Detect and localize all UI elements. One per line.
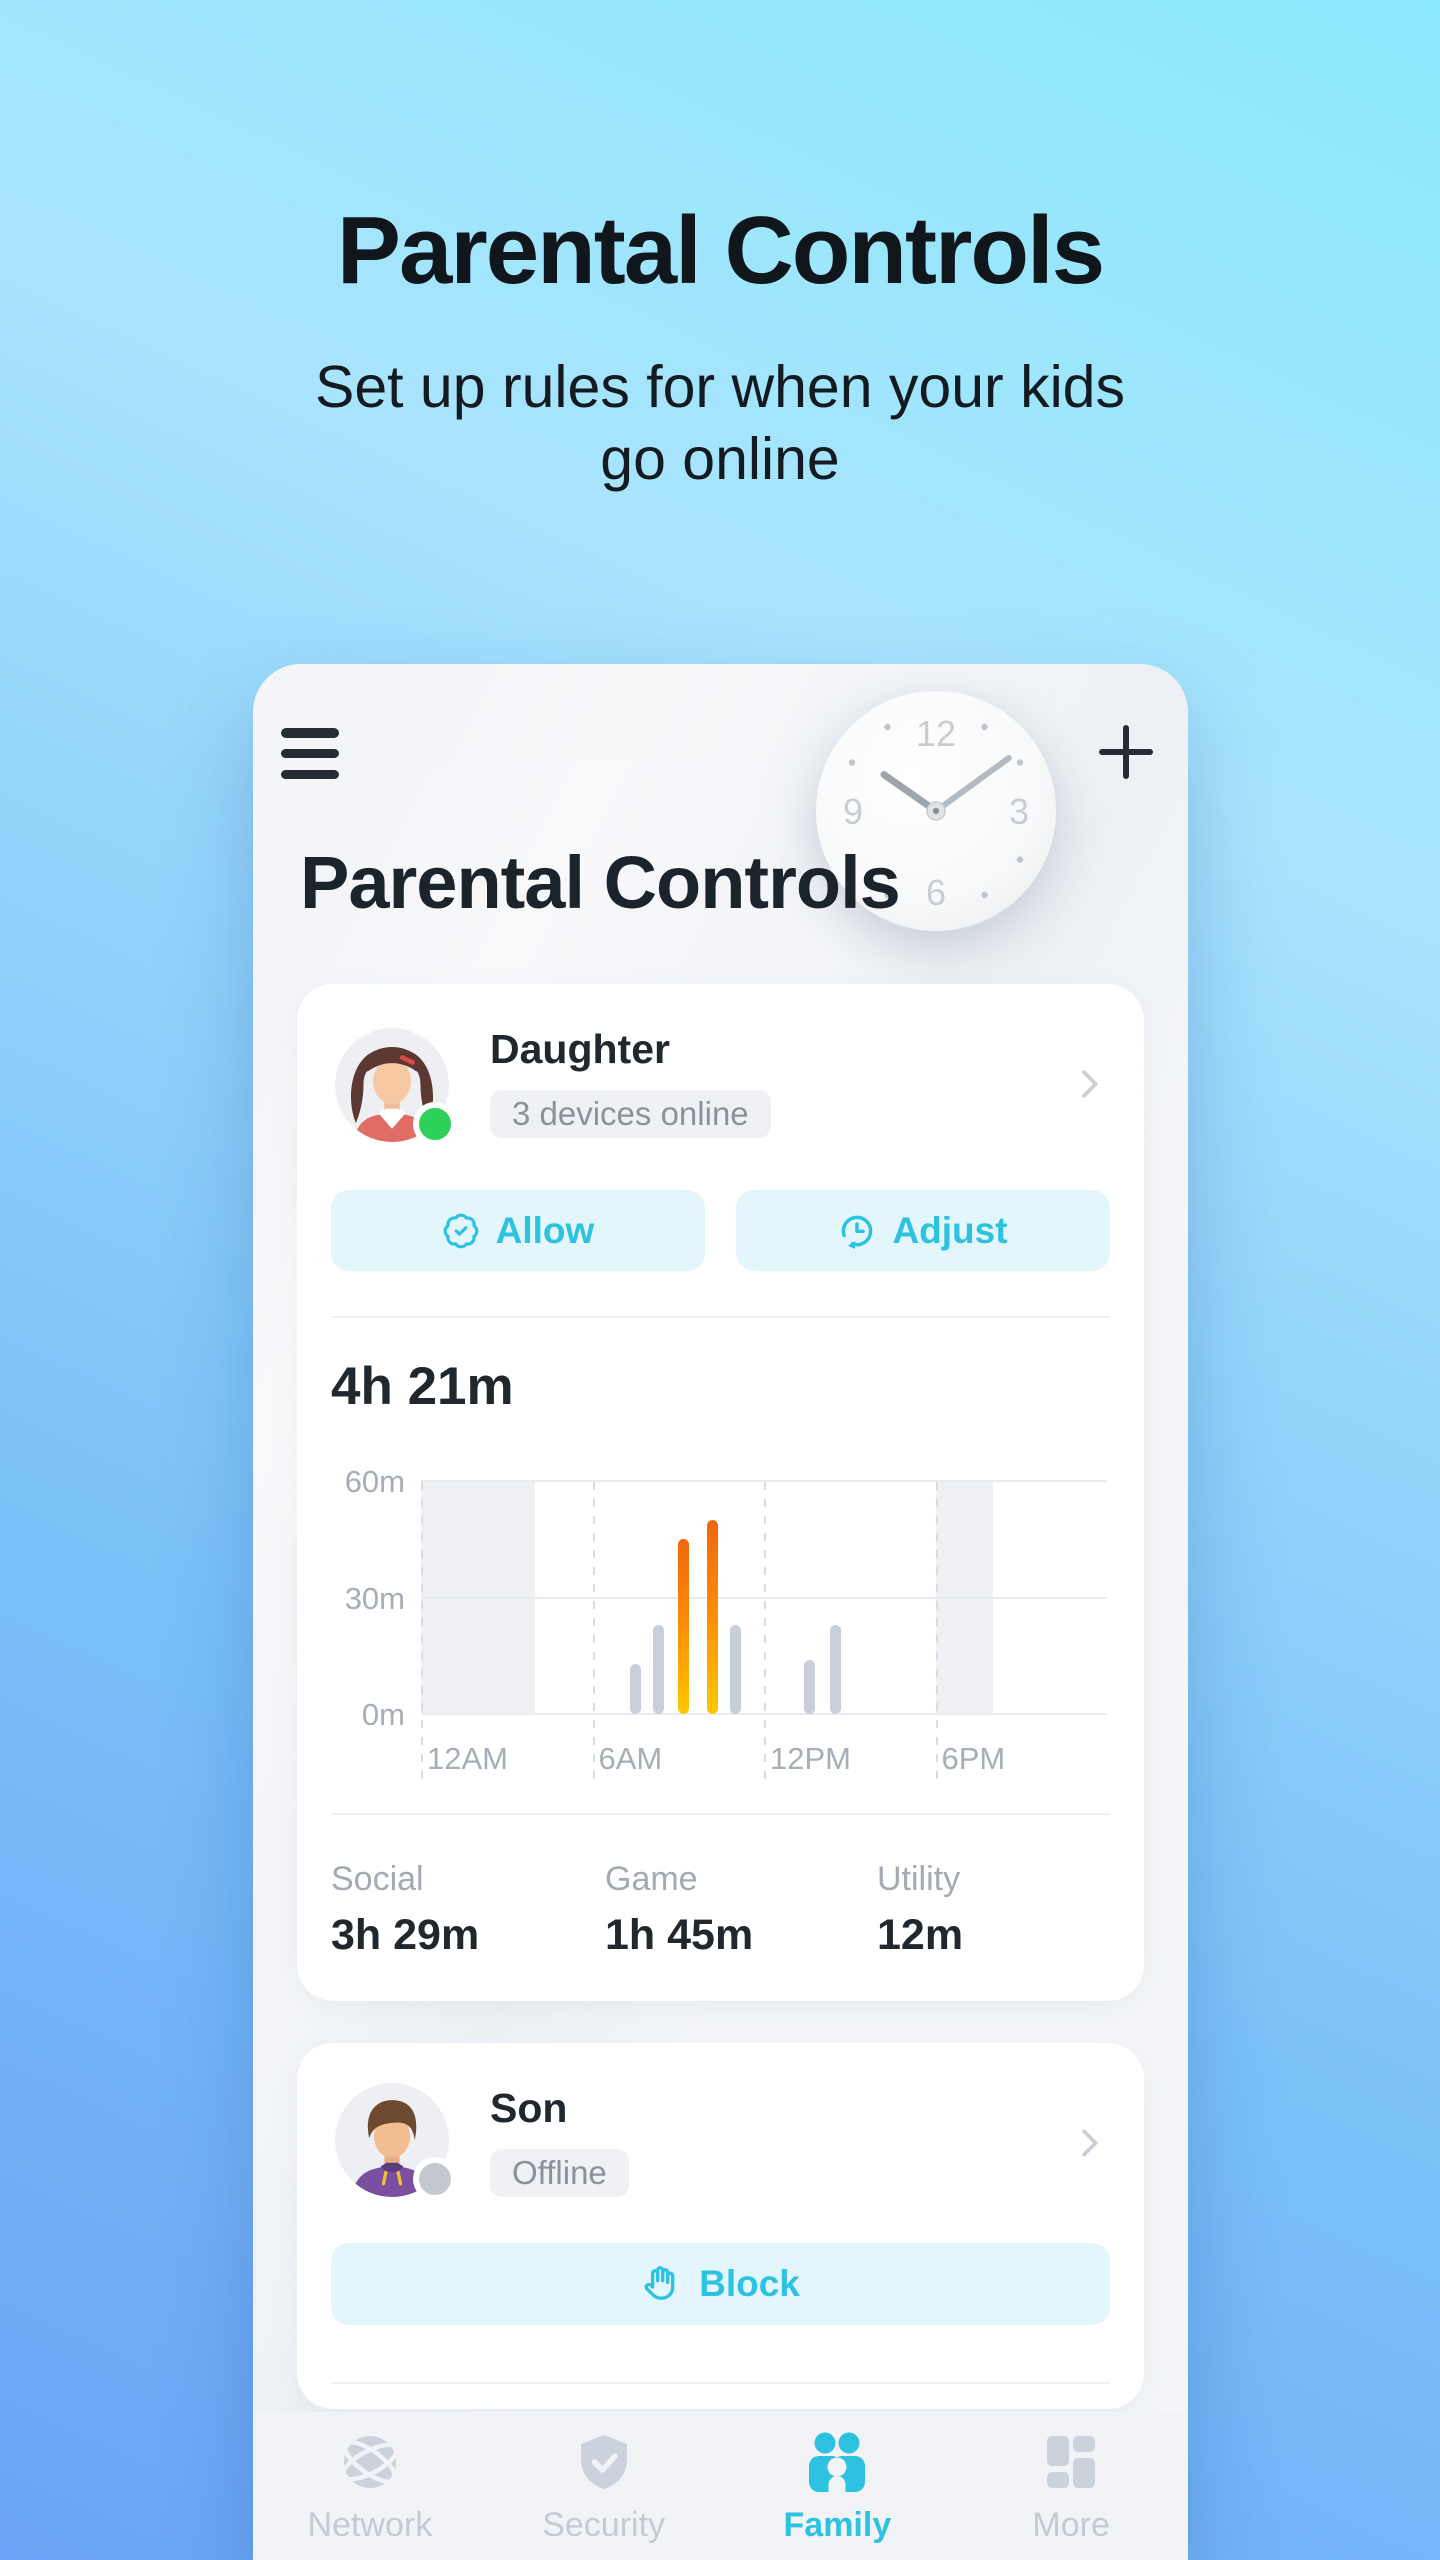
page-title: Parental Controls: [336, 197, 1105, 304]
chevron-right-icon[interactable]: [1069, 1064, 1109, 1104]
clock-numeral-9: 9: [843, 791, 863, 832]
block-button-label: Block: [699, 2263, 800, 2304]
chart-shaded-band: [935, 1482, 993, 1715]
grid-icon: [1047, 2436, 1096, 2488]
chart-shaded-band: [421, 1482, 536, 1715]
chart-gridline-dashed: [935, 1482, 938, 1783]
tab-family[interactable]: Family: [721, 2412, 955, 2560]
profile-actions: Allow Adjust: [331, 1190, 1110, 1271]
screen-title: Parental Controls: [300, 841, 901, 924]
usage-bar: [804, 1659, 816, 1714]
wall-clock-decoration: 12 3 6 9: [816, 691, 1056, 931]
block-button[interactable]: Block: [331, 2243, 1110, 2325]
hamburger-menu-icon[interactable]: [281, 728, 339, 779]
x-axis-tick-label: 6AM: [598, 1741, 663, 1776]
usage-category-game: Game 1h 45m: [605, 1860, 753, 1960]
daughter-avatar: [335, 1028, 457, 1146]
y-axis-tick-label: 60m: [344, 1464, 405, 1499]
tab-label: Family: [783, 2506, 892, 2544]
allow-button-label: Allow: [495, 1209, 595, 1251]
bottom-tab-bar: Network Security Family: [253, 2412, 1188, 2560]
category-value: 3h 29m: [331, 1911, 480, 1959]
usage-chart-plot: 0m 30m 60m 12AM 6AM 12PM 6PM: [345, 1464, 1107, 1783]
tab-more[interactable]: More: [954, 2412, 1188, 2560]
clock-numeral-3: 3: [1009, 791, 1029, 832]
category-label: Game: [605, 1860, 698, 1898]
globe-icon: [340, 2436, 400, 2488]
clock-numeral-12: 12: [916, 713, 956, 754]
usage-bar: [629, 1663, 641, 1714]
divider: [331, 1316, 1110, 1318]
online-status-dot: [413, 1102, 457, 1146]
x-axis-tick-label: 12AM: [427, 1741, 508, 1776]
usage-category-social: Social 3h 29m: [331, 1860, 479, 1960]
history-clock-icon: [842, 1215, 873, 1249]
divider: [331, 1813, 1110, 1815]
shield-check-icon: [580, 2435, 627, 2489]
tab-label: Security: [542, 2506, 666, 2544]
tab-label: Network: [307, 2506, 433, 2544]
category-value: 1h 45m: [605, 1911, 754, 1959]
profile-card-daughter[interactable]: Daughter 3 devices online Allow Adjust: [297, 984, 1144, 2001]
tab-network[interactable]: Network: [253, 2412, 487, 2560]
page-subtitle-line-2: go online: [600, 425, 840, 492]
clock-hour-dots: [848, 723, 1024, 899]
y-axis-tick-label: 30m: [344, 1580, 405, 1616]
x-axis-tick-label: 6PM: [941, 1741, 1006, 1776]
phone-mockup: 12 3 6 9 Parental Controls: [253, 664, 1188, 2560]
clock-center-pin: [932, 807, 940, 815]
badge-check-icon: [443, 1213, 479, 1248]
tab-security[interactable]: Security: [487, 2412, 721, 2560]
plus-icon[interactable]: [1098, 724, 1154, 780]
profile-card-son[interactable]: Son Offline Block: [297, 2043, 1144, 2409]
usage-bar: [678, 1539, 690, 1714]
usage-bar: [729, 1624, 741, 1714]
usage-bar: [707, 1519, 719, 1714]
adjust-button-label: Adjust: [892, 1209, 1008, 1251]
chart-gridline-dashed: [421, 1482, 423, 1783]
x-axis-tick-label: 12PM: [770, 1741, 851, 1776]
usage-bar: [829, 1624, 841, 1714]
clock-minute-hand: [931, 755, 1012, 816]
allow-button[interactable]: Allow: [331, 1190, 705, 1271]
adjust-button[interactable]: Adjust: [736, 1190, 1110, 1271]
profile-name: Son: [490, 2085, 568, 2131]
usage-category-utility: Utility 12m: [877, 1860, 963, 1960]
son-avatar: [335, 2083, 457, 2201]
status-badge: 3 devices online: [490, 1090, 771, 1138]
offline-status-dot: [413, 2157, 457, 2201]
category-label: Utility: [877, 1860, 961, 1898]
chart-gridline-dashed: [764, 1482, 766, 1783]
status-badge: Offline: [490, 2149, 629, 2197]
usage-bar: [652, 1624, 664, 1714]
page-subtitle-line-1: Set up rules for when your kids: [314, 354, 1125, 420]
total-screen-time: 4h 21m: [331, 1357, 514, 1416]
clock-numeral-6: 6: [926, 872, 946, 913]
chart-gridline-dashed: [592, 1482, 595, 1783]
y-axis-tick-label: 0m: [361, 1697, 405, 1732]
chevron-right-icon[interactable]: [1069, 2123, 1109, 2163]
category-label: Social: [331, 1860, 424, 1898]
hand-icon: [644, 2266, 675, 2300]
tab-label: More: [1032, 2506, 1110, 2544]
category-value: 12m: [877, 1911, 964, 1959]
clock-hour-hand: [880, 771, 941, 816]
profile-name: Daughter: [490, 1026, 670, 1072]
page-subtitle: Set up rules for when your kids go online: [0, 352, 1440, 496]
family-icon: [809, 2432, 866, 2492]
divider: [331, 2382, 1110, 2384]
chart-gridline: [421, 1480, 1107, 1482]
